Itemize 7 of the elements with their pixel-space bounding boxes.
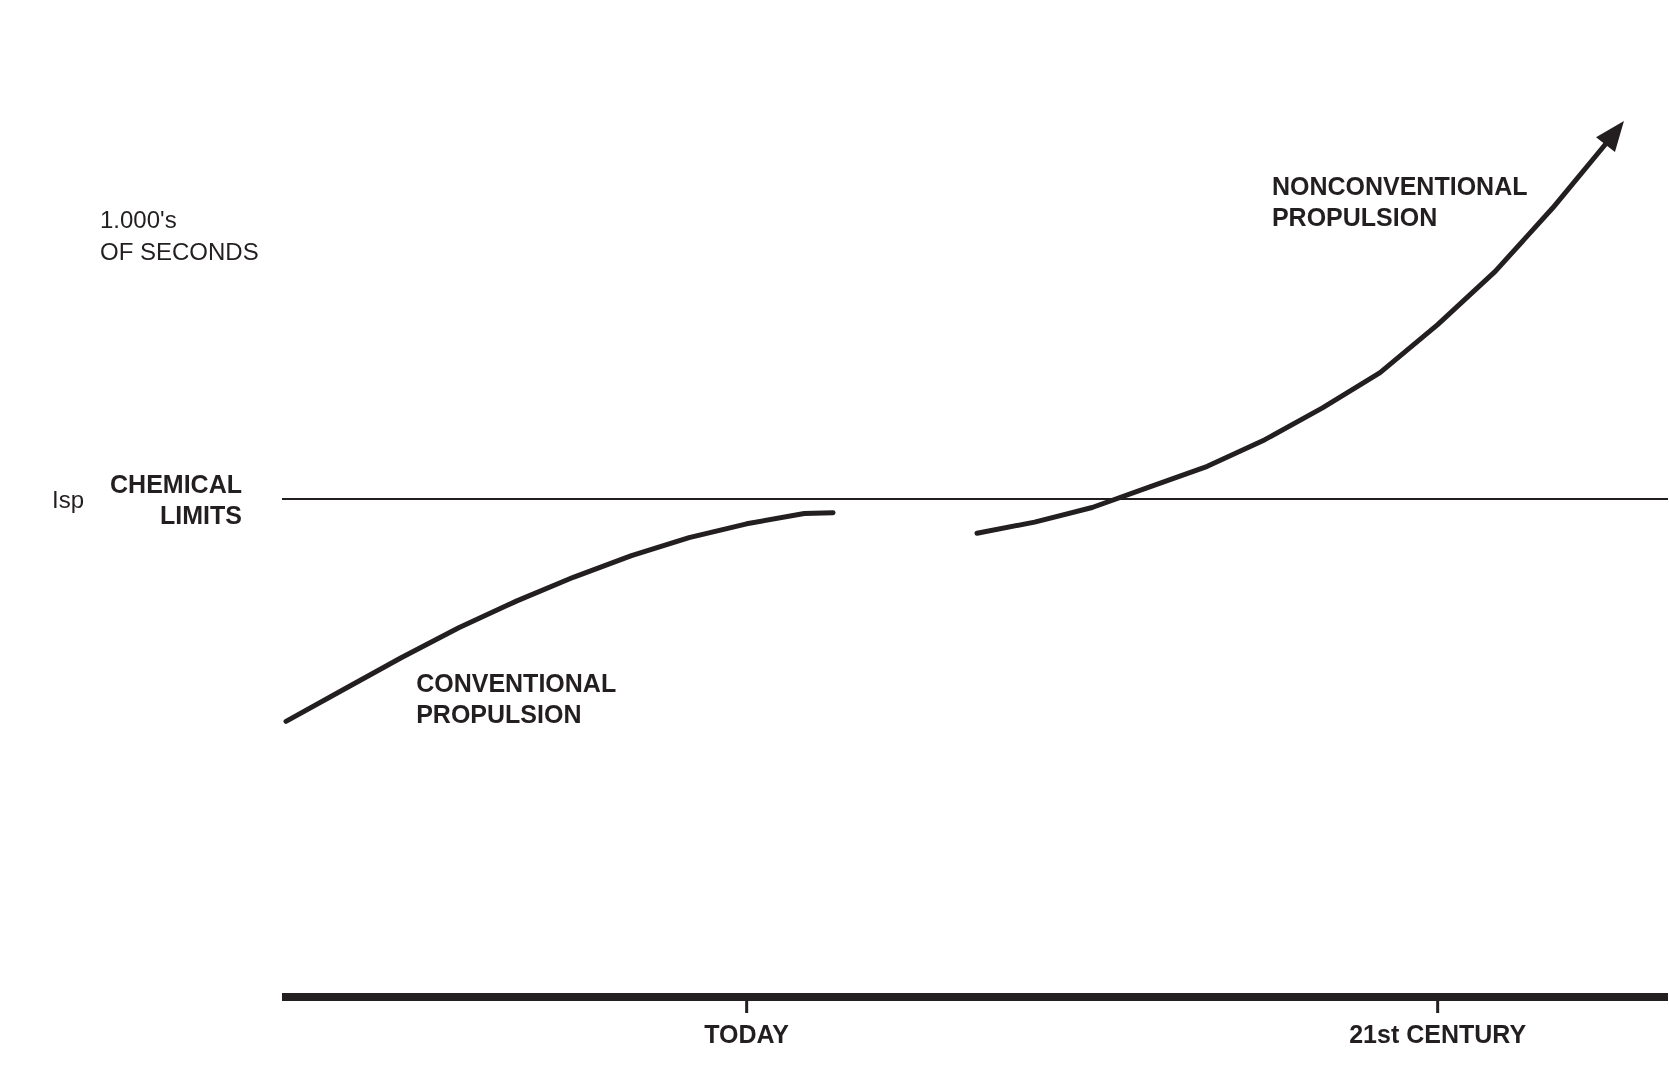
series-label: CONVENTIONAL PROPULSION — [416, 668, 617, 729]
x-tick-label: 21st CENTURY — [1349, 1020, 1527, 1048]
x-tick-label: TODAY — [704, 1020, 790, 1048]
series-label: NONCONVENTIONAL PROPULSION — [1271, 171, 1528, 231]
text: 1.000's OF SECONDS — [100, 206, 259, 265]
text: Isp — [52, 486, 85, 513]
ref-line-label: CHEMICAL LIMITS — [110, 469, 242, 530]
